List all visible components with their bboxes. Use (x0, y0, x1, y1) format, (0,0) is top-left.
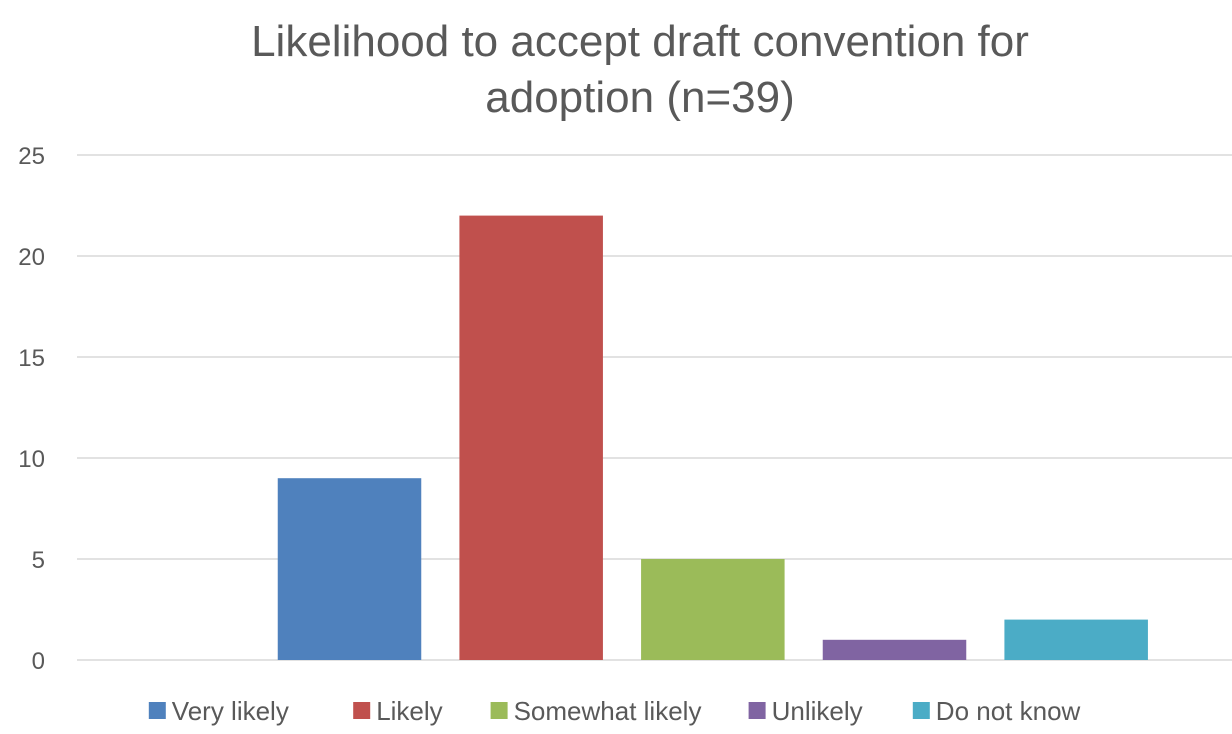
y-tick-label: 20 (18, 244, 45, 271)
bar (459, 215, 603, 660)
bar (277, 478, 422, 660)
y-tick-label: 15 (18, 345, 45, 372)
legend: Very likely Likely Somewhat likely Unlikely… (148, 696, 1081, 726)
legend-swatch (912, 702, 930, 719)
legend-swatch (353, 702, 371, 719)
legend-label: Somewhat likely (514, 696, 702, 726)
legend-label: Very likely (172, 696, 289, 726)
y-axis-ticks: 0 5 10 15 20 25 (18, 143, 45, 675)
y-tick-label: 0 (32, 648, 45, 675)
legend-swatch (490, 702, 508, 719)
legend-swatch (148, 702, 166, 719)
y-tick-label: 25 (18, 143, 45, 170)
bar (641, 559, 785, 660)
y-tick-label: 10 (18, 446, 45, 473)
legend-label: Do not know (936, 696, 1081, 726)
bars (277, 215, 1148, 660)
y-tick-label: 5 (32, 547, 45, 574)
bar (822, 639, 967, 660)
legend-swatch (748, 702, 766, 719)
legend-label: Unlikely (772, 696, 863, 726)
legend-label: Likely (376, 696, 442, 726)
chart-title: Likelihood to accept draft convention fo… (251, 17, 1029, 122)
bar (1004, 619, 1148, 660)
